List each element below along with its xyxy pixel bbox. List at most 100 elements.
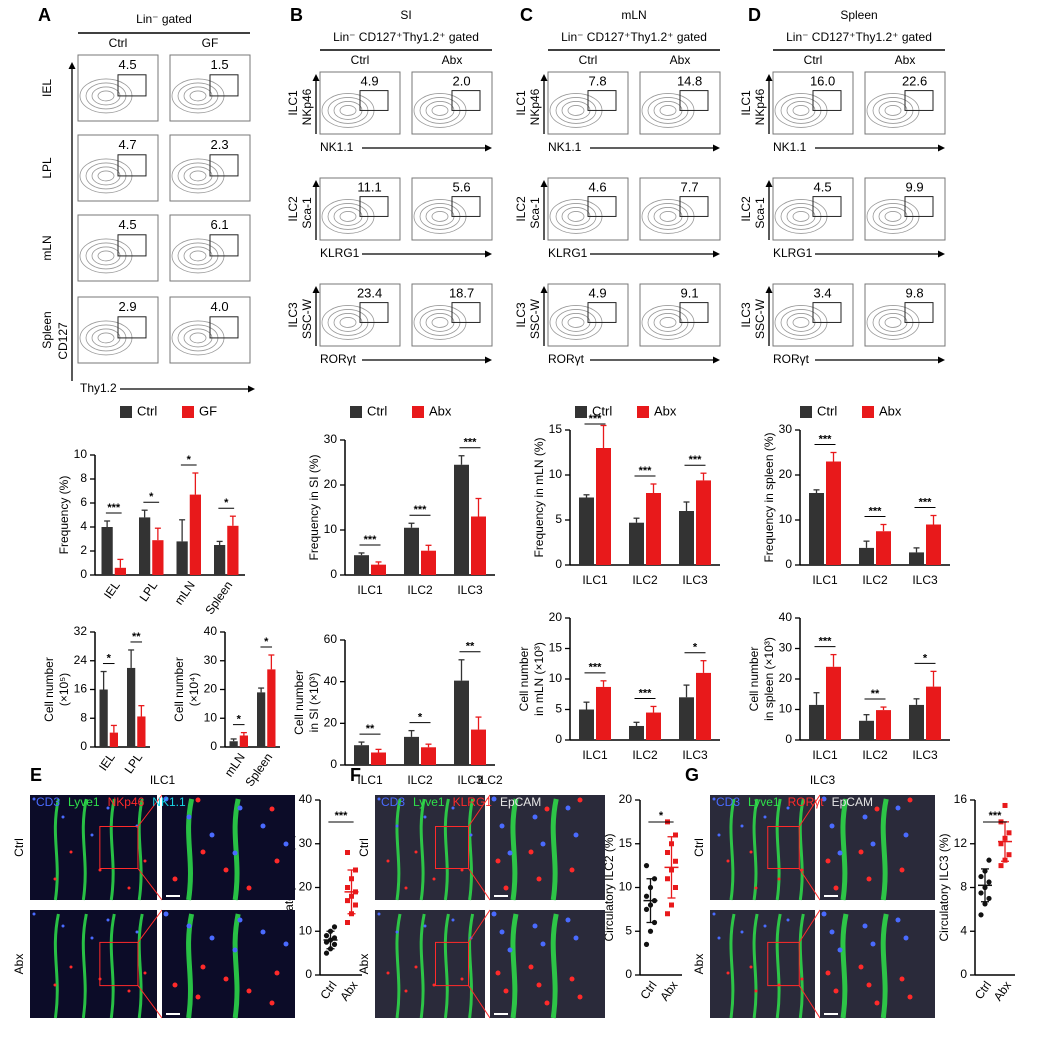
gate: [679, 302, 709, 323]
contour: [567, 317, 585, 328]
x-tick-label: ILC3: [912, 573, 938, 587]
cell: [127, 989, 131, 993]
cell: [874, 806, 880, 812]
significance: *: [693, 642, 698, 654]
cell: [837, 850, 843, 856]
cell: [503, 885, 509, 891]
lymphatic: [840, 798, 849, 901]
contour: [659, 317, 677, 328]
channel-label: Lyve1: [413, 795, 445, 809]
x-tick-label: Ctrl: [972, 979, 994, 1002]
lymphatic: [468, 798, 475, 901]
cell: [283, 941, 289, 947]
y-axis-label: SSC-W: [300, 298, 314, 339]
arrow-head: [68, 62, 76, 69]
significance: ***: [869, 505, 883, 517]
cell: [232, 947, 238, 953]
data-point: [986, 879, 992, 885]
data-point: [986, 857, 992, 863]
cell: [895, 805, 901, 811]
data-point: [331, 941, 338, 947]
y-axis-title: Cell number: [172, 657, 186, 722]
y-axis-title: in SI (×10³): [307, 673, 321, 733]
legend-label: Ctrl: [592, 403, 612, 418]
cell: [858, 964, 864, 970]
cell: [195, 797, 201, 803]
y-tick-label: 0: [330, 567, 337, 581]
x-tick-label: Abx: [991, 979, 1014, 1004]
channel-label: Lyve1: [68, 795, 100, 809]
lymphatic: [419, 913, 426, 1019]
gate-value: 7.7: [681, 179, 699, 194]
bar: [826, 666, 841, 740]
y-tick-label: 20: [549, 610, 563, 624]
significance: *: [187, 454, 192, 466]
lymphatic: [443, 798, 450, 901]
gate: [812, 90, 842, 111]
zoom-box: [435, 826, 469, 869]
bar: [679, 511, 694, 565]
gate-value: 18.7: [449, 285, 474, 300]
row-label: ILC2: [739, 196, 753, 222]
row-label: ILC3: [739, 302, 753, 328]
cell: [260, 823, 266, 829]
y-tick-label: 20: [299, 880, 313, 894]
bar: [809, 493, 824, 565]
lymphatic: [510, 798, 519, 901]
legend-swatch: [350, 406, 362, 418]
gate-value: 7.8: [589, 73, 607, 88]
row-label: LPL: [40, 157, 54, 179]
y-tick-label: 10: [324, 522, 338, 536]
gate-value: 5.6: [453, 179, 471, 194]
zoom-box: [767, 941, 800, 987]
y-tick-label: 10: [549, 467, 563, 481]
arrow-head: [938, 250, 945, 258]
cell: [569, 976, 575, 982]
arrow-head: [713, 144, 720, 152]
significance: *: [224, 497, 229, 509]
legend-label: GF: [199, 403, 217, 418]
legend-label: Ctrl: [817, 403, 837, 418]
x-axis-label: NK1.1: [548, 140, 582, 154]
gate-value: 4.0: [211, 299, 229, 314]
y-tick-label: 10: [204, 710, 218, 724]
gate-value: 3.4: [814, 285, 832, 300]
bar: [421, 747, 436, 765]
significance: ***: [819, 636, 833, 648]
lymphatic: [137, 798, 144, 901]
row-label: ILC1: [286, 90, 300, 116]
y-axis-title: Frequency in SI (%): [307, 454, 321, 560]
y-tick-label: 8: [80, 710, 87, 724]
significance: *: [264, 636, 269, 648]
y-axis-title: in mLN (×10³): [532, 642, 546, 716]
y-tick-label: 20: [779, 467, 793, 481]
y-tick-label: 0: [210, 739, 217, 753]
cell: [866, 876, 872, 882]
x-tick-label: ILC3: [682, 573, 708, 587]
significance: **: [466, 641, 475, 653]
panel-letter: A: [38, 5, 51, 25]
data-point: [978, 890, 984, 896]
contour: [884, 105, 902, 116]
bar: [229, 741, 238, 747]
y-tick-label: 0: [625, 967, 632, 981]
lymphatic: [81, 798, 88, 901]
significance: ***: [639, 687, 653, 699]
arrow-head: [248, 385, 255, 393]
gate: [587, 302, 617, 323]
cell: [712, 912, 716, 916]
x-tick-label: LPL: [137, 578, 161, 604]
zoom-line: [798, 794, 821, 827]
cell: [274, 858, 280, 864]
y-axis-label: NKp46: [528, 88, 542, 125]
y-tick-label: 30: [204, 653, 218, 667]
data-point: [643, 906, 650, 912]
gate-value: 1.5: [211, 57, 229, 72]
x-tick-label: ILC1: [812, 573, 838, 587]
y-tick-label: 40: [299, 792, 313, 806]
contour: [659, 105, 677, 116]
bar: [926, 686, 941, 740]
flow-plot: [411, 177, 493, 241]
cell: [749, 850, 753, 854]
row-label: IEL: [40, 79, 54, 97]
